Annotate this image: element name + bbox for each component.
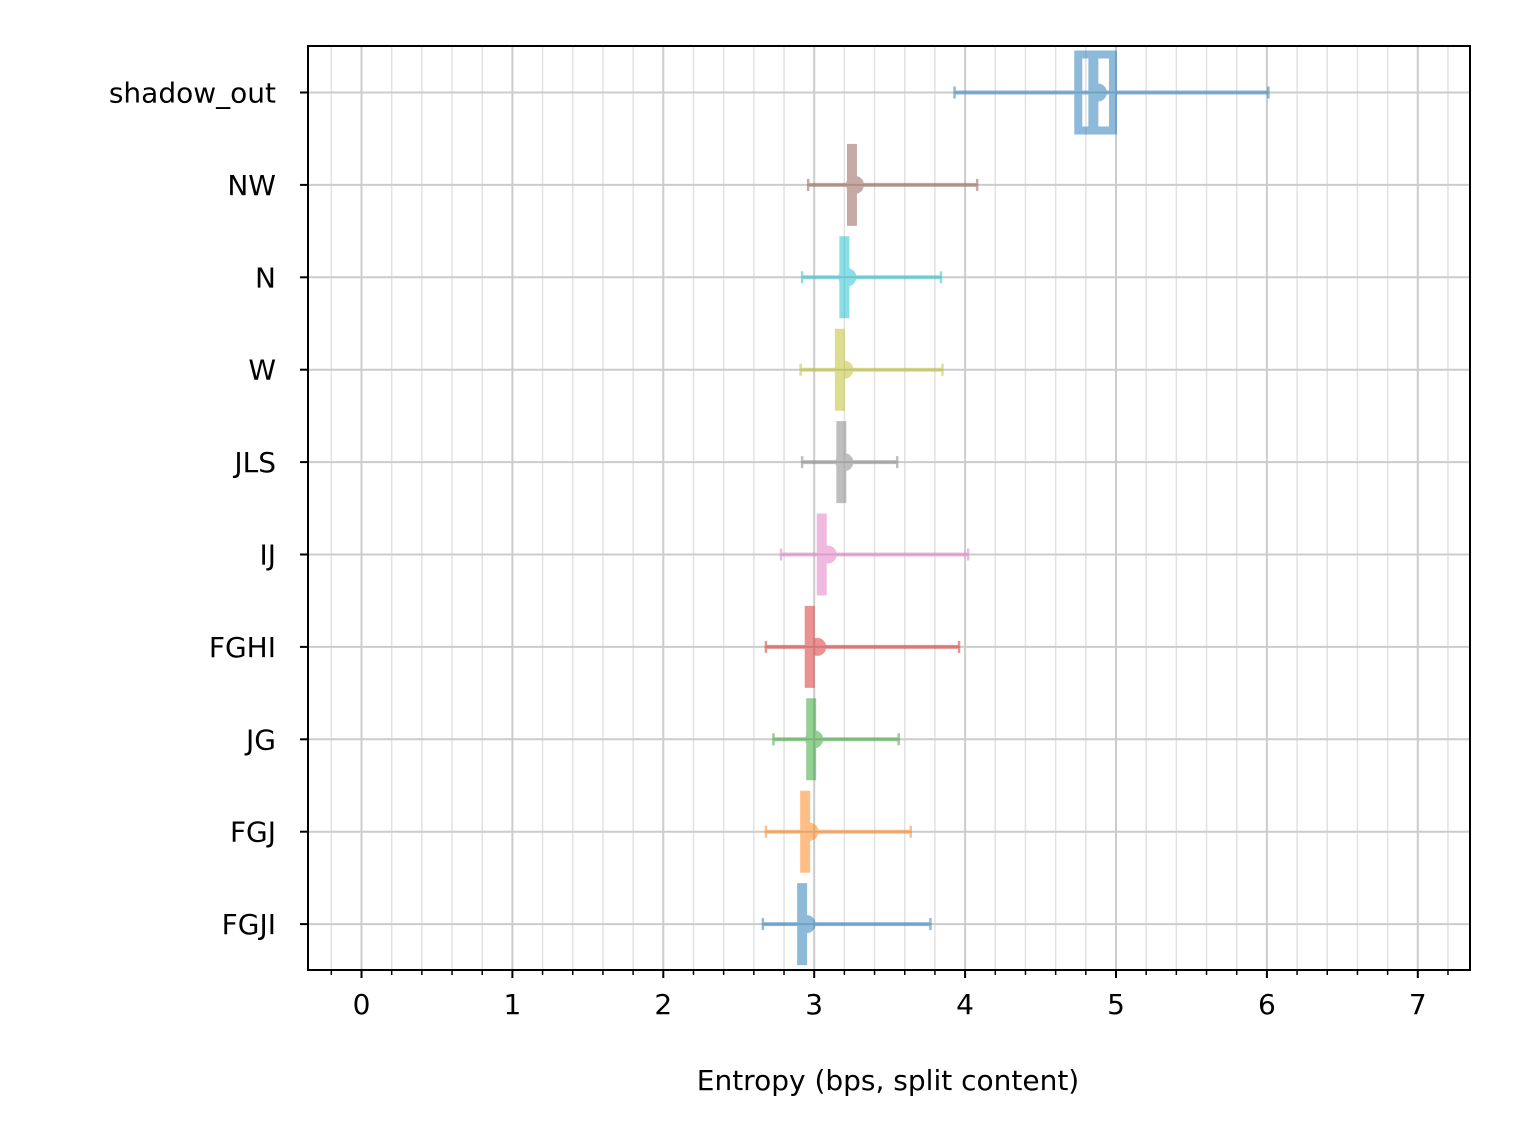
series-fgj [764,790,913,873]
y-tick-label: IJ [259,539,276,572]
data-point [835,360,854,379]
y-tick-label: FGHI [209,631,276,664]
y-tick-label: N [255,261,276,294]
series-nw [806,143,979,226]
data-point [808,637,827,656]
series-fgji [761,883,932,966]
series-jls [800,421,899,504]
y-tick-label: NW [227,169,276,202]
x-tick-label: 1 [503,988,521,1021]
x-axis: 0 1 2 3 4 5 6 7 [330,970,1449,1021]
data-point [838,268,857,287]
data-point [797,915,816,934]
data-point [800,822,819,841]
data-point [818,545,837,564]
x-tick-label: 5 [1107,988,1125,1021]
x-tick-label: 4 [956,988,974,1021]
x-tick-label: 3 [805,988,823,1021]
plot-area-frame [307,45,1471,971]
y-tick-label: JG [244,723,276,756]
data-point [835,453,854,472]
data-point [805,730,824,749]
series-ij [779,513,970,596]
y-tick-label: shadow_out [109,77,276,110]
series-jg [772,698,900,781]
x-tick-label: 6 [1258,988,1276,1021]
x-tick-label: 2 [654,988,672,1021]
series-shadow-out [953,50,1270,135]
x-tick-label: 0 [353,988,371,1021]
series-n [800,236,943,319]
series-fghi [764,605,961,688]
x-axis-label: Entropy (bps, split content) [697,1064,1079,1097]
data-point [845,175,864,194]
y-tick-label: FGJ [230,816,276,849]
y-tick-label: FGJI [222,908,276,941]
x-tick-label: 7 [1409,988,1427,1021]
y-tick-label: W [248,354,276,387]
data-point [1088,83,1107,102]
marks-layer [761,50,1270,966]
series-w [799,328,944,411]
interval-box [1074,50,1117,135]
y-tick-label: JLS [232,446,276,479]
